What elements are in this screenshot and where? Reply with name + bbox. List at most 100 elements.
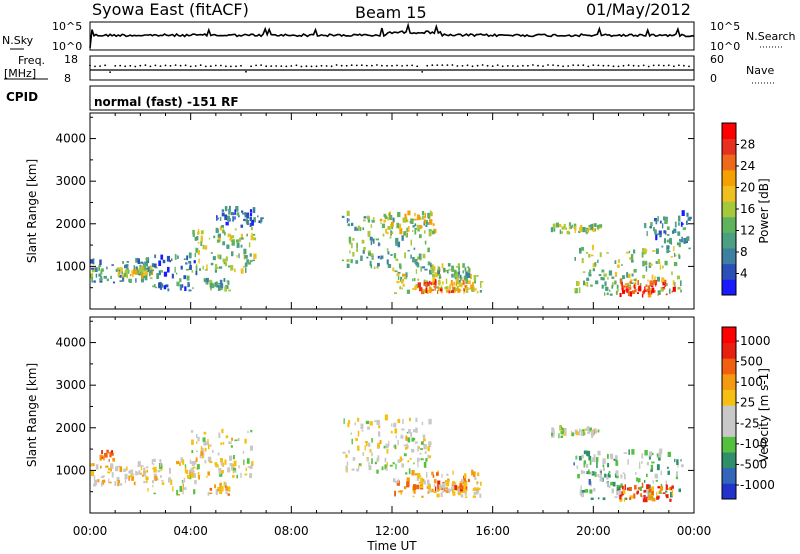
data-cell xyxy=(406,289,410,294)
data-cell xyxy=(244,262,248,267)
data-cell xyxy=(131,473,135,476)
y-tick-label: 2000 xyxy=(55,217,86,231)
data-cell xyxy=(168,477,170,483)
data-cell xyxy=(561,226,565,230)
data-cell xyxy=(458,491,462,496)
data-cell xyxy=(657,486,661,489)
data-cell xyxy=(240,244,243,248)
data-cell xyxy=(227,280,230,285)
data-cell xyxy=(90,259,94,264)
data-cell xyxy=(203,278,207,282)
nave-dot xyxy=(204,65,207,68)
data-cell xyxy=(635,278,637,282)
data-cell xyxy=(206,476,208,478)
data-cell xyxy=(625,251,629,254)
data-cell xyxy=(421,441,424,445)
data-cell xyxy=(386,462,388,467)
data-cell xyxy=(249,473,253,478)
data-cell xyxy=(364,445,366,451)
data-cell xyxy=(562,428,564,432)
data-cell xyxy=(588,479,591,485)
data-cell xyxy=(650,464,654,471)
data-cell xyxy=(192,229,195,235)
data-cell xyxy=(438,281,442,284)
data-cell xyxy=(473,471,476,478)
data-cell xyxy=(231,437,233,441)
data-cell xyxy=(347,223,350,227)
data-cell xyxy=(578,432,581,436)
data-cell xyxy=(468,267,471,273)
data-cell xyxy=(93,483,97,487)
data-cell xyxy=(152,269,154,272)
data-cell xyxy=(655,479,658,482)
data-cell xyxy=(644,290,647,292)
data-cell xyxy=(415,473,419,476)
data-cell xyxy=(199,454,202,459)
data-cell xyxy=(659,220,662,224)
data-cell xyxy=(619,488,621,491)
data-cell xyxy=(357,445,360,451)
nave-dot xyxy=(557,64,559,67)
data-cell xyxy=(171,258,173,262)
data-cell xyxy=(236,242,240,248)
data-cell xyxy=(452,287,455,291)
data-cell xyxy=(586,251,589,254)
data-cell xyxy=(197,241,200,244)
data-cell xyxy=(207,492,210,496)
data-cell xyxy=(590,224,593,230)
data-cell xyxy=(591,244,594,251)
data-cell xyxy=(599,475,603,482)
nave-dot xyxy=(99,65,101,67)
data-cell xyxy=(188,289,192,292)
data-cell xyxy=(398,223,402,230)
data-cell xyxy=(154,254,157,259)
data-cell xyxy=(184,464,187,468)
data-cell xyxy=(413,429,417,433)
data-cell xyxy=(607,481,609,488)
data-cell xyxy=(674,252,676,257)
data-cell xyxy=(202,437,206,442)
data-cell xyxy=(392,462,395,465)
nave-dot xyxy=(506,65,509,67)
nave-dot xyxy=(305,65,308,68)
nave-dot xyxy=(124,65,127,68)
data-cell xyxy=(379,440,382,444)
data-cell xyxy=(397,459,401,463)
data-cell xyxy=(450,280,453,286)
data-cell xyxy=(687,236,690,241)
data-cell xyxy=(432,278,436,282)
data-cell xyxy=(191,270,194,273)
data-cell xyxy=(448,290,451,294)
data-cell xyxy=(409,458,412,460)
data-cell xyxy=(446,269,449,272)
colorbar-tick-label: 8 xyxy=(740,245,748,259)
data-cell xyxy=(354,422,356,426)
nave-dot xyxy=(622,64,625,67)
data-cell xyxy=(423,461,427,468)
data-cell xyxy=(210,283,212,289)
data-cell xyxy=(376,457,379,463)
colorbar-tick-label: 24 xyxy=(740,159,755,173)
data-cell xyxy=(450,283,452,285)
data-cell xyxy=(360,464,362,467)
data-cell xyxy=(371,452,373,457)
data-cell xyxy=(555,222,559,228)
data-cell xyxy=(602,497,606,501)
data-cell xyxy=(629,281,632,284)
data-cell xyxy=(220,458,223,463)
data-cell xyxy=(228,455,233,461)
data-cell xyxy=(454,288,458,292)
data-cell xyxy=(376,469,379,474)
data-cell xyxy=(219,254,222,260)
data-cell xyxy=(430,212,433,217)
data-cell xyxy=(220,485,224,492)
data-cell xyxy=(608,485,611,488)
data-cell xyxy=(411,448,415,453)
data-cell xyxy=(438,266,441,271)
data-cell xyxy=(257,215,259,218)
data-cell xyxy=(143,269,145,271)
data-cell xyxy=(356,248,359,252)
data-cell xyxy=(598,274,602,277)
nave-dot xyxy=(567,65,570,67)
nave-dot xyxy=(486,64,489,67)
